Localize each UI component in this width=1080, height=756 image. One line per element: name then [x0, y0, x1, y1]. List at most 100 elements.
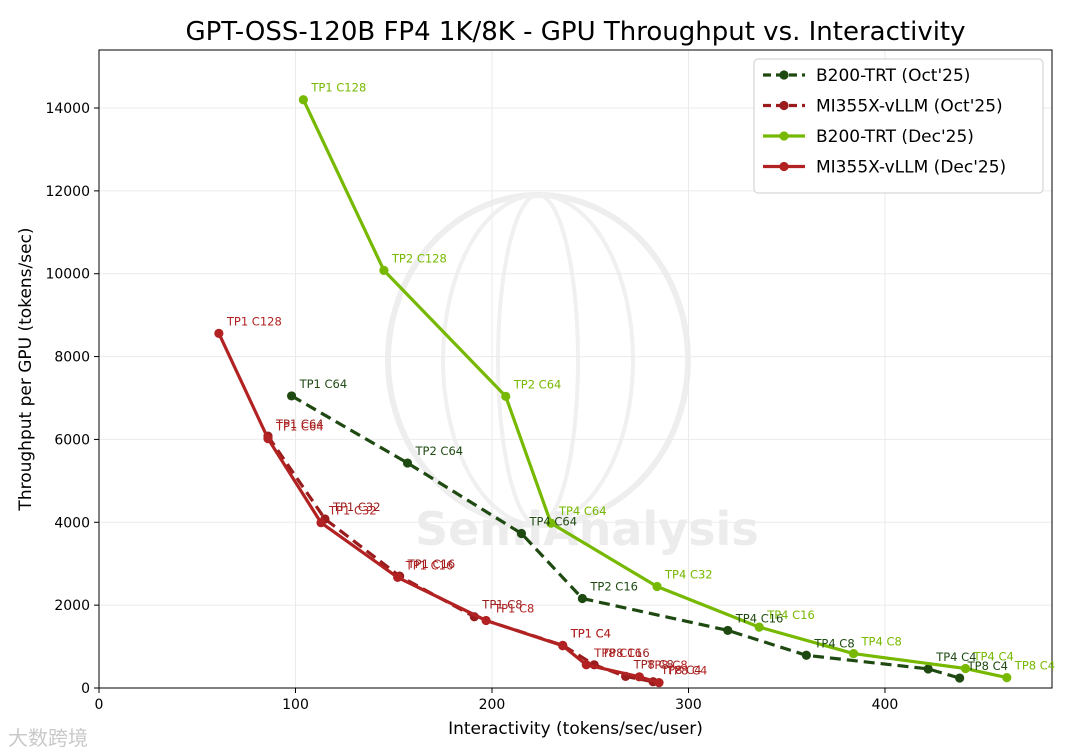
point-label: TP4 C16: [735, 611, 784, 625]
data-point: [960, 663, 971, 674]
point-label: TP4 C4: [973, 650, 1014, 664]
legend-marker: [779, 100, 789, 111]
watermark-meridian-inner: [496, 193, 580, 527]
point-label: TP2 C64: [513, 377, 562, 391]
footer-brand-mark: 大数跨境: [8, 722, 88, 751]
legend-marker: [779, 161, 789, 172]
x-tick-label: 100: [282, 697, 309, 713]
point-label: TP2 C16: [589, 580, 638, 594]
y-axis-label: Throughput per GPU (tokens/sec): [16, 227, 36, 511]
data-point: [546, 518, 556, 528]
data-point: [577, 593, 587, 604]
data-point: [723, 625, 733, 636]
legend-label: MI355X-vLLM (Oct'25): [816, 97, 1003, 117]
point-label: TP8 C8: [646, 658, 687, 672]
point-label: TP4 C16: [766, 608, 815, 622]
series-b200-trt-oct-25: [286, 391, 965, 683]
data-point: [652, 581, 662, 592]
series-b200-trt-dec-25: [298, 95, 1012, 683]
y-tick-label: 6000: [54, 432, 90, 448]
legend-item-mi355x-vllm-oct-25: MI355X-vLLM (Oct'25): [763, 97, 1003, 117]
x-axis-label: Interactivity (tokens/sec/user): [448, 719, 703, 739]
point-label: TP1 C4: [570, 626, 611, 640]
point-label: TP2 C64: [414, 444, 463, 458]
series-mi355x-vllm-dec-25: [214, 328, 664, 688]
x-tick-label: 400: [872, 697, 899, 713]
legend-marker: [779, 131, 789, 141]
data-point: [801, 650, 811, 660]
point-label: TP1 C64: [299, 377, 348, 391]
data-point: [1002, 673, 1012, 683]
point-label: TP1 C16: [405, 558, 454, 572]
point-label: TP8 C8: [633, 657, 674, 671]
data-point: [754, 622, 764, 632]
point-label: TP4 C4: [935, 650, 976, 664]
data-point: [298, 95, 308, 105]
point-label: TP4 C8: [861, 635, 902, 649]
point-label: TP8 C16: [601, 646, 650, 660]
point-label: TP2 C128: [391, 251, 447, 265]
legend-label: MI355X-vLLM (Dec'25): [816, 158, 1006, 178]
legend-label: B200-TRT (Oct'25): [816, 66, 970, 86]
chart-title: GPT-OSS-120B FP4 1K/8K - GPU Throughput …: [185, 17, 965, 47]
legend-item-b200-trt-oct-25: B200-TRT (Oct'25): [763, 66, 970, 86]
legend-box: [753, 58, 1044, 194]
point-label: TP1 C16: [407, 557, 456, 571]
point-label: TP1 C8: [481, 598, 522, 612]
data-point: [654, 678, 664, 688]
point-label: TP8 C16: [593, 646, 642, 660]
data-point: [501, 391, 511, 401]
point-label: TP1 C32: [332, 500, 381, 514]
data-point: [516, 528, 527, 539]
legend-item-b200-trt-dec-25: B200-TRT (Dec'25): [763, 127, 974, 147]
watermark: SemiAnalysis: [385, 192, 759, 556]
point-label: TP4 C32: [664, 568, 713, 582]
point-label: TP1 C64: [275, 420, 324, 434]
point-label: TP1 C8: [493, 601, 534, 615]
data-point: [316, 518, 326, 528]
data-point: [634, 672, 644, 682]
data-point: [558, 641, 568, 651]
data-point: [955, 673, 965, 683]
data-point: [393, 572, 403, 582]
point-label: TP8 C4: [1014, 659, 1055, 673]
point-label: TP4 C64: [528, 514, 577, 528]
axis-ticks: 0 100 200 300 400020004000600080001000012000…: [45, 101, 898, 713]
y-tick-label: 0: [81, 681, 90, 697]
data-point: [481, 615, 491, 626]
x-tick-label: 300: [675, 697, 702, 713]
point-label: TP1 C4: [570, 627, 611, 641]
point-label: TP8 C4: [660, 663, 701, 677]
y-tick-label: 10000: [45, 267, 90, 283]
data-point: [581, 660, 591, 670]
x-tick-label: 0: [95, 697, 104, 713]
legend: B200-TRT (Oct'25) MI355X-vLLM (Oct'25) B20…: [753, 58, 1044, 194]
series-line: [290, 394, 961, 680]
y-tick-label: 8000: [54, 350, 90, 366]
x-tick-label: 200: [479, 697, 506, 713]
y-tick-label: 4000: [54, 515, 90, 531]
data-point: [848, 649, 859, 659]
plot-frame: [98, 49, 1053, 689]
y-tick-label: 12000: [45, 184, 90, 200]
legend-marker: [779, 70, 789, 80]
data-point: [214, 328, 224, 338]
point-label: TP1 C128: [310, 81, 366, 95]
point-label: TP8 C4: [666, 664, 707, 678]
point-label: TP1 C64: [275, 417, 324, 431]
watermark-text: SemiAnalysis: [415, 502, 759, 556]
point-label: TP4 C64: [558, 504, 607, 518]
series-layer: [214, 95, 1012, 688]
point-label: TP1 C32: [328, 504, 377, 518]
data-point: [923, 664, 933, 674]
y-tick-label: 14000: [45, 101, 90, 117]
data-point: [379, 265, 389, 275]
legend-label: B200-TRT (Dec'25): [816, 127, 974, 147]
data-point: [263, 434, 273, 444]
data-point: [286, 391, 297, 401]
point-label: TP1 C128: [226, 314, 282, 328]
data-point: [402, 458, 413, 468]
y-tick-label: 2000: [54, 598, 90, 614]
